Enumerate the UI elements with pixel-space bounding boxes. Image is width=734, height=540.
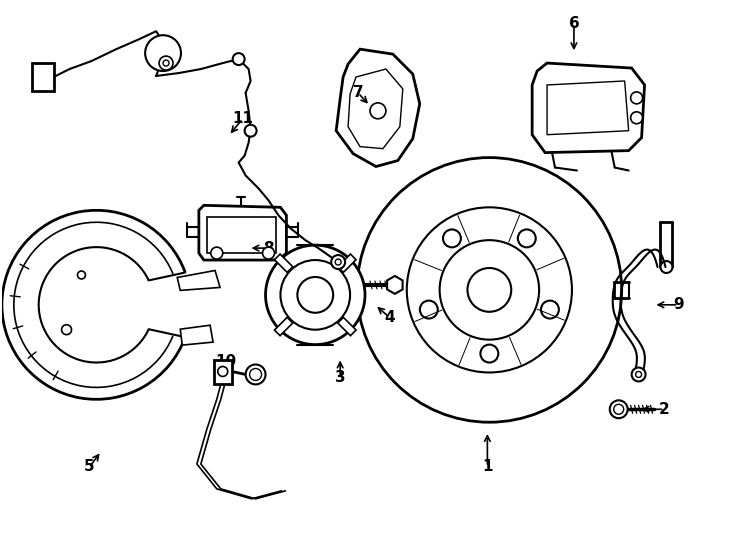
Polygon shape	[275, 318, 293, 336]
Text: 6: 6	[569, 16, 579, 31]
Text: 10: 10	[215, 354, 236, 369]
Text: 5: 5	[84, 460, 95, 475]
Text: 8: 8	[264, 241, 274, 255]
Circle shape	[518, 230, 536, 247]
Circle shape	[218, 367, 228, 376]
Polygon shape	[207, 217, 277, 253]
Polygon shape	[32, 63, 54, 91]
Circle shape	[163, 60, 169, 66]
Circle shape	[211, 247, 222, 259]
Polygon shape	[338, 254, 356, 272]
Circle shape	[636, 372, 642, 377]
Circle shape	[246, 364, 266, 384]
Circle shape	[159, 56, 173, 70]
Polygon shape	[348, 69, 403, 148]
Circle shape	[541, 301, 559, 319]
Circle shape	[266, 245, 365, 345]
Circle shape	[280, 260, 350, 330]
Circle shape	[331, 255, 345, 269]
Circle shape	[263, 247, 275, 259]
Circle shape	[631, 92, 642, 104]
Circle shape	[468, 268, 512, 312]
Circle shape	[614, 404, 624, 414]
Text: 9: 9	[673, 298, 683, 312]
Circle shape	[632, 368, 646, 381]
Circle shape	[370, 103, 386, 119]
Circle shape	[78, 271, 85, 279]
Polygon shape	[199, 205, 286, 260]
Circle shape	[233, 53, 244, 65]
Polygon shape	[387, 276, 403, 294]
Text: 4: 4	[385, 310, 395, 325]
Circle shape	[244, 125, 257, 137]
Circle shape	[250, 368, 261, 380]
Circle shape	[481, 345, 498, 362]
Circle shape	[62, 325, 71, 335]
Circle shape	[145, 35, 181, 71]
Polygon shape	[336, 49, 420, 166]
Circle shape	[610, 400, 628, 418]
Circle shape	[631, 112, 642, 124]
Polygon shape	[181, 325, 213, 345]
Text: 3: 3	[335, 370, 346, 385]
Polygon shape	[532, 63, 644, 153]
Polygon shape	[338, 318, 356, 336]
Circle shape	[420, 301, 437, 319]
Circle shape	[335, 259, 341, 265]
Circle shape	[297, 277, 333, 313]
Polygon shape	[547, 81, 628, 134]
Text: 2: 2	[659, 402, 670, 417]
Polygon shape	[214, 360, 232, 384]
Text: 11: 11	[232, 111, 253, 126]
Polygon shape	[177, 271, 220, 291]
Circle shape	[661, 261, 672, 273]
Circle shape	[440, 240, 539, 340]
Text: 1: 1	[482, 460, 493, 475]
Circle shape	[443, 230, 461, 247]
Circle shape	[407, 207, 572, 373]
Circle shape	[357, 158, 622, 422]
Text: 7: 7	[353, 85, 363, 100]
Polygon shape	[275, 254, 293, 272]
